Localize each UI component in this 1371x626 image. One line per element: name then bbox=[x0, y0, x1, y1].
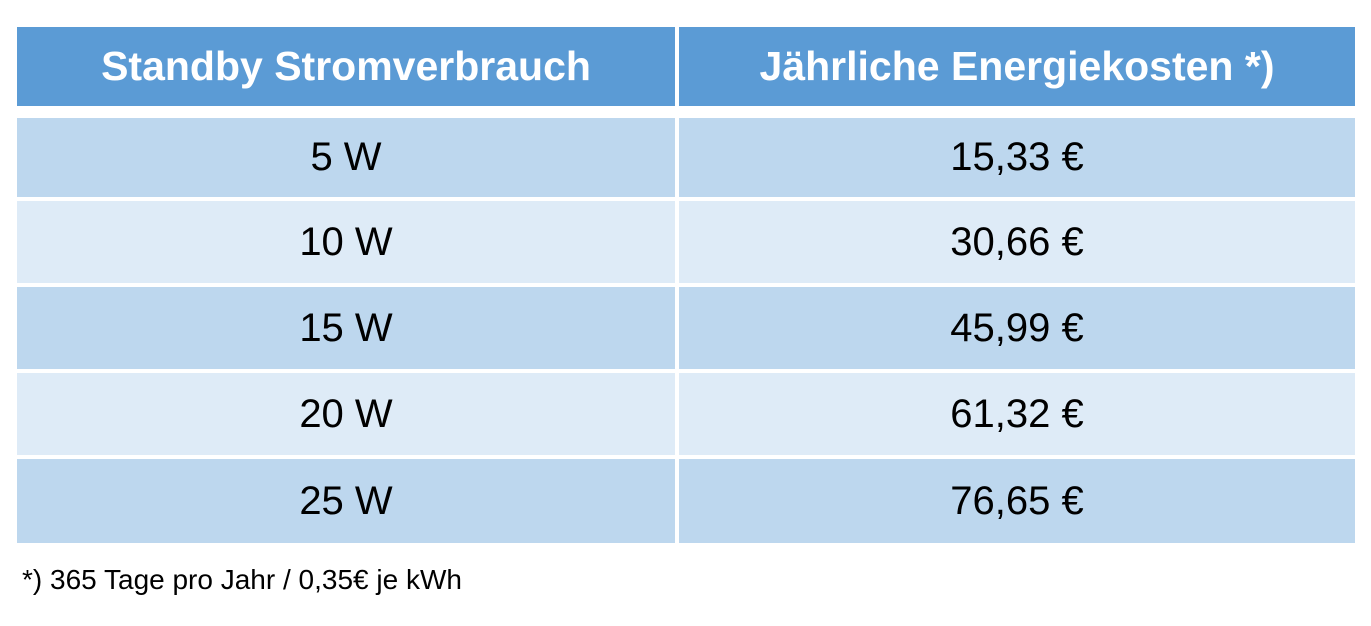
table-cell: 30,66 € bbox=[679, 201, 1355, 283]
table-cell: 10 W bbox=[17, 201, 675, 283]
table-cell: 45,99 € bbox=[679, 287, 1355, 369]
footnote: *) 365 Tage pro Jahr / 0,35€ je kWh bbox=[22, 564, 462, 595]
table-cell: 15,33 € bbox=[679, 118, 1355, 197]
header-cell: Standby Stromverbrauch bbox=[17, 27, 675, 106]
header-cell: Jährliche Energiekosten *) bbox=[679, 27, 1355, 106]
table-cell: 25 W bbox=[17, 459, 675, 543]
table-cell: 5 W bbox=[17, 118, 675, 197]
table-cell: 15 W bbox=[17, 287, 675, 369]
table-cell: 20 W bbox=[17, 373, 675, 455]
table-cell: 61,32 € bbox=[679, 373, 1355, 455]
table-cell: 76,65 € bbox=[679, 459, 1355, 543]
